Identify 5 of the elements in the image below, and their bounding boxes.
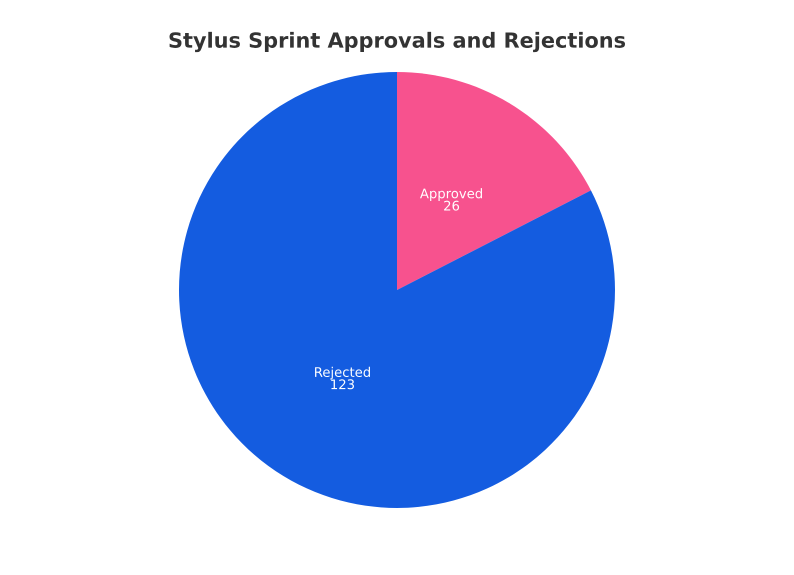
slice-label: Rejected bbox=[315, 366, 370, 380]
data-label: 26 bbox=[444, 200, 460, 211]
chart-title: Stylus Sprint Approvals and Rejections bbox=[169, 32, 626, 52]
slice-label: Approved bbox=[420, 188, 482, 201]
data-label: 123 bbox=[331, 379, 354, 390]
